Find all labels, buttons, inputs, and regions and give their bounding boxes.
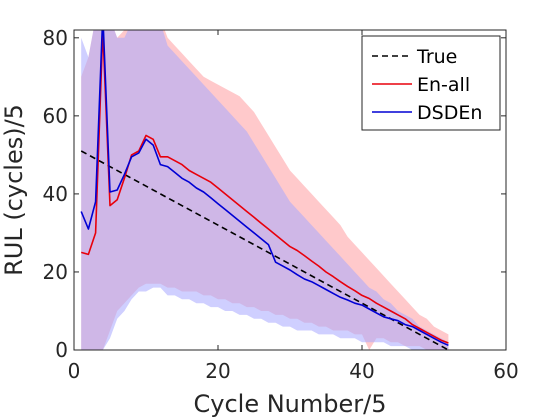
legend-label-dsden: DSDEn <box>417 102 482 124</box>
legend-label-true: True <box>416 46 457 68</box>
y-tick-label: 40 <box>43 182 68 206</box>
legend-label-en-all: En-all <box>417 74 470 96</box>
line-en-all <box>80 30 449 344</box>
y-tick-label: 60 <box>43 104 68 128</box>
legend: True En-all DSDEn <box>361 35 501 131</box>
band-dsden <box>81 30 449 350</box>
x-tick-label: 40 <box>349 359 374 383</box>
y-axis-label: RUL (cycles)/5 <box>0 104 28 276</box>
legend-box <box>361 35 501 131</box>
x-axis-label: Cycle Number/5 <box>194 390 387 418</box>
tick-labels: 0 20 40 60 0 20 40 60 80 <box>43 26 519 383</box>
plot-frame <box>73 29 507 351</box>
y-tick-label: 80 <box>43 26 68 50</box>
line-dsden <box>80 30 449 347</box>
series-lines <box>80 30 449 350</box>
x-tick-label: 20 <box>205 359 230 383</box>
x-tick-label: 0 <box>68 359 81 383</box>
axes <box>73 29 507 351</box>
x-tick-label: 60 <box>493 359 518 383</box>
y-tick-label: 20 <box>43 260 68 284</box>
y-tick-label: 0 <box>55 338 68 362</box>
confidence-bands <box>81 30 449 350</box>
